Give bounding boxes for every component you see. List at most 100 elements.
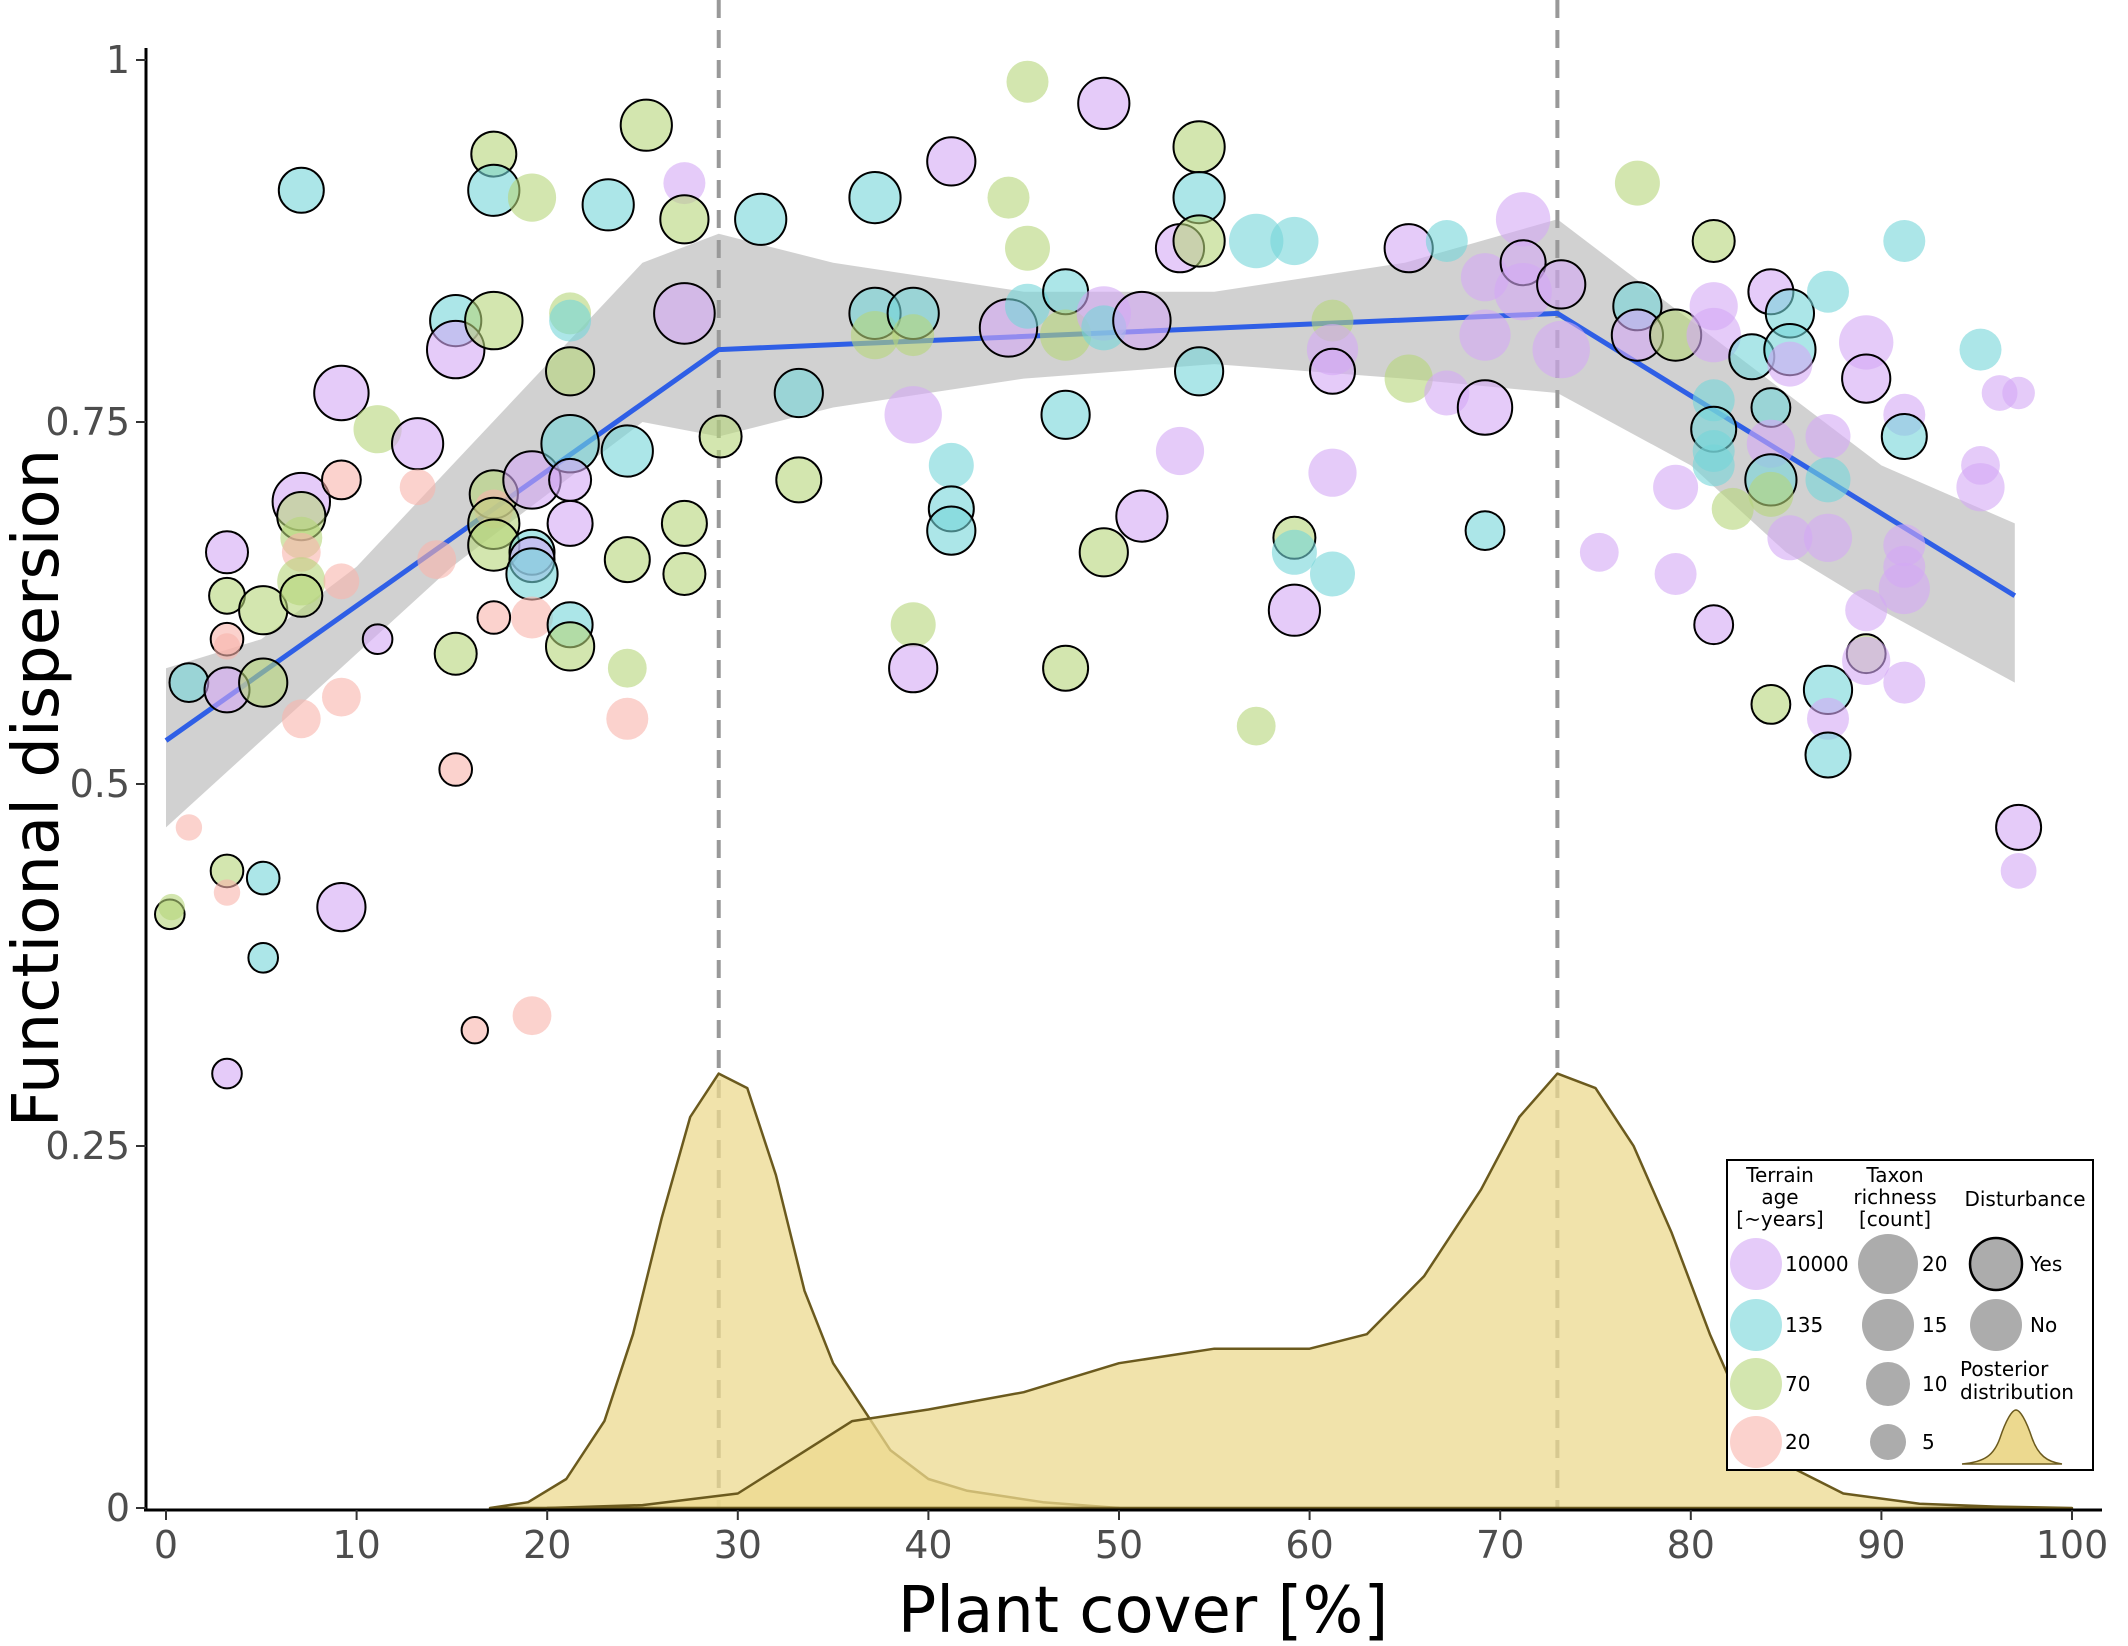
breakpoint-lines-layer <box>716 0 1560 1508</box>
legend-posterior-title: Posterior <box>1960 1357 2049 1381</box>
data-point <box>316 882 367 933</box>
legend-age-label: 10000 <box>1785 1252 1849 1276</box>
data-point <box>1532 320 1590 379</box>
data-point <box>2002 376 2035 410</box>
legend-age-label: 20 <box>1785 1430 1810 1454</box>
data-point <box>1614 160 1660 206</box>
data-point <box>321 459 362 501</box>
x-axis-title: Plant cover [%] <box>898 1574 1389 1646</box>
x-tick-label: 100 <box>2036 1523 2109 1567</box>
data-point <box>175 814 203 841</box>
data-point <box>1155 426 1205 476</box>
legend-posterior-title: distribution <box>1960 1380 2074 1404</box>
legend-age-title: age <box>1761 1185 1798 1209</box>
data-point <box>549 299 592 342</box>
data-point <box>1308 448 1357 497</box>
legend-richness-swatch <box>1862 1299 1914 1351</box>
data-point <box>926 505 977 556</box>
data-point <box>775 456 823 504</box>
legend-richness-title: Taxon <box>1865 1163 1923 1187</box>
data-point <box>653 282 716 345</box>
data-point <box>606 697 649 740</box>
legend-richness-label: 20 <box>1922 1252 1947 1276</box>
y-tick-label: 1 <box>106 38 130 82</box>
data-point <box>1271 529 1317 575</box>
data-point <box>1174 346 1225 397</box>
data-point <box>928 442 974 488</box>
data-point <box>464 290 524 351</box>
data-point <box>1115 489 1169 543</box>
data-point <box>399 469 436 506</box>
data-point <box>1536 259 1587 310</box>
data-point <box>1078 527 1129 578</box>
data-point <box>1267 583 1322 637</box>
data-point <box>1883 661 1926 704</box>
data-point <box>1746 419 1795 468</box>
data-point <box>888 643 939 694</box>
data-point <box>1883 220 1926 262</box>
data-point <box>1495 192 1551 247</box>
data-point <box>1654 553 1697 595</box>
x-tick-label: 30 <box>714 1523 762 1567</box>
data-point <box>1841 353 1892 404</box>
data-point <box>1767 341 1813 387</box>
axes-layer: 0 10 20 30 40 50 60 70 80 90 100 0 0.25 0.5 0.75 1 <box>45 38 2108 1567</box>
data-point <box>323 563 360 600</box>
data-point <box>1750 684 1792 725</box>
data-point <box>1845 589 1888 632</box>
data-point <box>1229 213 1284 269</box>
legend-richness-swatch <box>1870 1424 1906 1460</box>
data-point <box>1383 223 1434 274</box>
data-point <box>1425 220 1468 262</box>
legend-richness-label: 15 <box>1922 1313 1947 1337</box>
data-point <box>238 657 289 708</box>
data-point <box>546 499 594 547</box>
data-point <box>476 600 512 635</box>
data-point <box>619 98 673 152</box>
data-point <box>1956 463 2005 512</box>
data-point <box>926 136 977 187</box>
data-point <box>1040 389 1091 440</box>
legend-age-swatch <box>1730 1299 1782 1351</box>
legend-richness-title: [count] <box>1859 1207 1931 1231</box>
x-tick-label: 80 <box>1667 1523 1715 1567</box>
data-point <box>1995 803 2043 851</box>
legend-age-label: 70 <box>1785 1372 1810 1396</box>
data-point <box>848 171 902 225</box>
data-point <box>361 623 394 656</box>
data-point <box>1691 219 1736 263</box>
data-point <box>581 178 635 232</box>
data-point <box>245 860 281 896</box>
data-point <box>213 879 241 906</box>
data-point <box>1042 644 1090 692</box>
data-point <box>663 162 706 205</box>
legend-posterior-swatch <box>1961 1409 2063 1465</box>
legend-age-swatch <box>1730 1238 1782 1290</box>
data-point <box>1803 513 1853 562</box>
legend-richness-label: 5 <box>1922 1430 1935 1454</box>
data-point <box>1309 347 1356 395</box>
data-point <box>892 314 935 357</box>
data-point <box>512 996 552 1036</box>
data-point <box>545 621 596 672</box>
legend-richness-label: 10 <box>1922 1372 1947 1396</box>
legend-age-title: [~years] <box>1736 1207 1823 1231</box>
data-point <box>734 192 788 246</box>
data-point <box>460 1015 489 1045</box>
data-point <box>600 424 654 478</box>
data-point <box>660 499 708 547</box>
data-point <box>391 417 445 471</box>
data-point <box>1807 697 1849 740</box>
data-point <box>1005 283 1050 329</box>
scatter-points-layer <box>154 60 2043 1090</box>
data-point <box>168 662 210 703</box>
data-point <box>277 166 325 214</box>
data-point <box>607 648 647 688</box>
y-tick-label: 0 <box>106 1486 130 1530</box>
data-point <box>1112 290 1172 351</box>
data-point <box>1456 379 1514 436</box>
legend-age-title: Terrain <box>1745 1163 1814 1187</box>
data-point <box>1579 532 1619 572</box>
data-point <box>438 752 474 787</box>
